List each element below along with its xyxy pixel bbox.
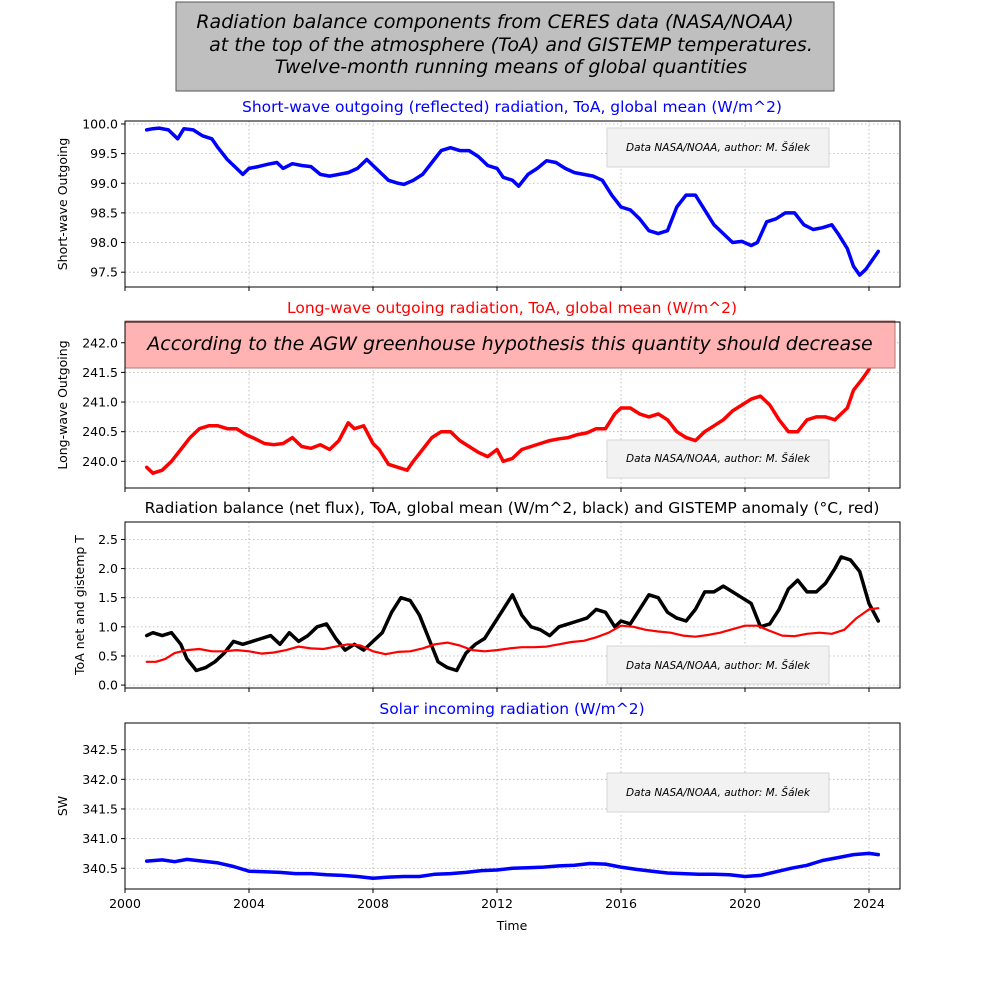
- x-tick-label: 2016: [605, 896, 637, 911]
- series-line: [144, 126, 881, 277]
- grid: [124, 723, 900, 889]
- y-tick-label: 340.5: [82, 861, 118, 876]
- y-axis-label: Long-wave Outgoing: [55, 340, 70, 469]
- series-layer: [144, 555, 881, 673]
- header-line-1: Radiation balance components from CERES …: [196, 11, 793, 33]
- y-tick-label: 100.0: [82, 116, 118, 131]
- x-tick-label: 2012: [481, 896, 513, 911]
- header-box: [175, 1, 835, 92]
- y-tick-label: 99.0: [90, 176, 118, 191]
- series-line: [144, 555, 881, 673]
- y-tick-label: 240.0: [82, 454, 118, 469]
- header-line-3: Twelve-month running means of global qua…: [275, 56, 748, 78]
- plot-frame: [124, 722, 901, 890]
- x-tick-label: 2020: [729, 896, 761, 911]
- y-tick-label: 97.5: [90, 265, 118, 280]
- x-ticks: [124, 287, 870, 291]
- y-tick-label: 341.0: [82, 831, 118, 846]
- y-tick-label: 99.5: [90, 146, 118, 161]
- y-ticks: 240.0 240.5 241.0 241.5 242.0: [82, 335, 125, 469]
- y-tick-label: 240.5: [82, 424, 118, 439]
- y-tick-label: 2.0: [98, 561, 118, 576]
- credit-box: [606, 772, 830, 813]
- y-axis-label: SW: [55, 796, 70, 816]
- panel-title: Long-wave outgoing radiation, ToA, globa…: [287, 299, 737, 317]
- series-layer: [144, 851, 881, 881]
- panel-title: Radiation balance (net flux), ToA, globa…: [145, 499, 880, 517]
- series-layer: [144, 126, 881, 277]
- panel-title: Short-wave outgoing (reflected) radiatio…: [242, 98, 782, 116]
- header-line-2: at the top of the atmosphere (ToA) and G…: [209, 34, 813, 56]
- panel-shortwave: Short-wave outgoing (reflected) radiatio…: [55, 98, 901, 291]
- y-tick-label: 0.5: [98, 648, 118, 663]
- plot-frame: [124, 521, 901, 689]
- credit-text: Data NASA/NOAA, author: M. Šálek: [626, 141, 811, 154]
- x-ticks: 2000 2004 2008 2012 2016 2020 2024: [109, 889, 885, 911]
- series-line: [144, 851, 881, 881]
- credit-text: Data NASA/NOAA, author: M. Šálek: [626, 659, 811, 672]
- x-tick-label: 2008: [357, 896, 389, 911]
- series-line: [144, 355, 881, 475]
- y-tick-label: 1.0: [98, 619, 118, 634]
- x-tick-label: 2000: [109, 896, 141, 911]
- x-tick-label: 2004: [233, 896, 265, 911]
- x-ticks: [124, 688, 870, 692]
- y-ticks: 97.5 98.0 98.5 99.0 99.5 100.0: [82, 116, 125, 280]
- x-ticks: [124, 488, 870, 492]
- y-ticks: 0.0 0.5 1.0 1.5 2.0 2.5: [98, 532, 125, 693]
- annotation-box: [124, 320, 896, 369]
- annotation-text: According to the AGW greenhouse hypothes…: [145, 333, 872, 355]
- y-tick-label: 2.5: [98, 532, 118, 547]
- plot-frame: [124, 321, 901, 489]
- y-tick-label: 241.5: [82, 365, 118, 380]
- grid: [124, 522, 900, 688]
- y-tick-label: 242.0: [82, 335, 118, 350]
- y-tick-label: 98.5: [90, 205, 118, 220]
- x-axis-label: Time: [496, 918, 528, 933]
- y-ticks: 340.5 341.0 341.5 342.0 342.5: [82, 742, 125, 876]
- y-axis-label: Short-wave Outgoing: [55, 138, 70, 271]
- credit-text: Data NASA/NOAA, author: M. Šálek: [626, 786, 811, 799]
- y-tick-label: 0.0: [98, 678, 118, 693]
- panel-longwave: Long-wave outgoing radiation, ToA, globa…: [55, 299, 901, 492]
- y-tick-label: 98.0: [90, 235, 118, 250]
- panel-solar: Solar incoming radiation (W/m^2) Data NA…: [55, 700, 901, 933]
- credit-box: [606, 127, 830, 168]
- series-line: [145, 607, 880, 663]
- credit-box: [606, 645, 830, 685]
- series-layer: [144, 355, 881, 475]
- credit-text: Data NASA/NOAA, author: M. Šálek: [626, 452, 811, 465]
- y-tick-label: 342.0: [82, 772, 118, 787]
- y-tick-label: 341.5: [82, 801, 118, 816]
- figure-header: Radiation balance components from CERES …: [175, 1, 835, 92]
- y-tick-label: 241.0: [82, 395, 118, 410]
- x-tick-label: 2024: [853, 896, 885, 911]
- panel-title: Solar incoming radiation (W/m^2): [379, 700, 644, 718]
- plot-frame: [124, 120, 901, 288]
- credit-box: [606, 439, 830, 479]
- panel-net-flux: Radiation balance (net flux), ToA, globa…: [72, 499, 901, 693]
- y-tick-label: 342.5: [82, 742, 118, 757]
- y-axis-label: ToA net and gistemp T: [72, 535, 87, 676]
- y-tick-label: 1.5: [98, 590, 118, 605]
- grid: [124, 121, 900, 287]
